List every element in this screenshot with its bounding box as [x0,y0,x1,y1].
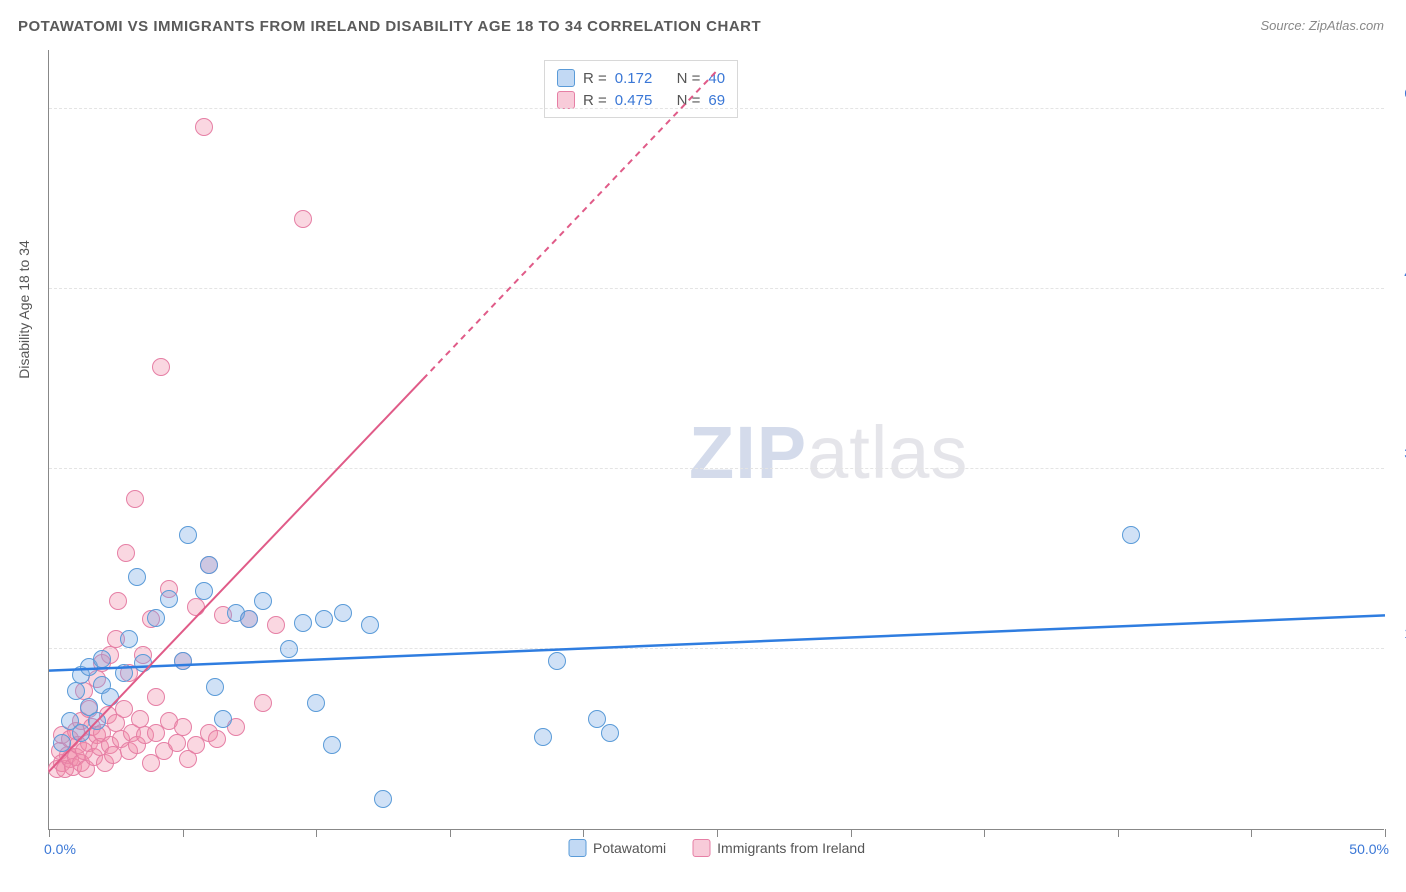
y-axis-title: Disability Age 18 to 34 [16,240,32,379]
data-point [147,688,165,706]
gridline [49,468,1384,469]
data-point [548,652,566,670]
data-point [117,544,135,562]
x-tick [49,829,50,837]
data-point [315,610,333,628]
data-point [294,614,312,632]
x-tick [183,829,184,837]
data-point [601,724,619,742]
legend-swatch-series2 [692,839,710,857]
data-point [168,734,186,752]
data-point [323,736,341,754]
gridline [49,288,1384,289]
data-point [88,712,106,730]
data-point [374,790,392,808]
data-point [152,358,170,376]
data-point [206,678,224,696]
data-point [254,592,272,610]
data-point [254,694,272,712]
data-point [307,694,325,712]
correlation-chart: POTAWATOMI VS IMMIGRANTS FROM IRELAND DI… [0,0,1406,892]
data-point [294,210,312,228]
data-point [115,664,133,682]
swatch-series2 [557,91,575,109]
x-tick [1385,829,1386,837]
x-tick [851,829,852,837]
data-point [1122,526,1140,544]
data-point [200,556,218,574]
data-point [128,568,146,586]
x-tick [450,829,451,837]
data-point [267,616,285,634]
data-point [109,592,127,610]
data-point [195,118,213,136]
data-point [53,734,71,752]
watermark: ZIPatlas [689,410,968,495]
data-point [214,710,232,728]
data-point [72,724,90,742]
x-axis-min-label: 0.0% [44,841,76,857]
plot-area: ZIPatlas R = 0.172 N = 40 R = 0.475 N = … [48,50,1384,830]
stats-row-series1: R = 0.172 N = 40 [557,67,725,89]
data-point [179,526,197,544]
data-point [147,609,165,627]
data-point [134,654,152,672]
data-point [93,650,111,668]
legend: Potawatomi Immigrants from Ireland [568,839,865,857]
data-point [195,582,213,600]
swatch-series1 [557,69,575,87]
data-point [240,610,258,628]
data-point [131,710,149,728]
stats-box: R = 0.172 N = 40 R = 0.475 N = 69 [544,60,738,118]
data-point [534,728,552,746]
gridline [49,648,1384,649]
data-point [174,718,192,736]
legend-item-series1: Potawatomi [568,839,666,857]
x-tick [316,829,317,837]
x-tick [1118,829,1119,837]
data-point [361,616,379,634]
data-point [334,604,352,622]
data-point [67,682,85,700]
data-point [160,590,178,608]
x-tick [1251,829,1252,837]
source-label: Source: ZipAtlas.com [1260,18,1384,33]
data-point [588,710,606,728]
x-tick [984,829,985,837]
data-point [187,598,205,616]
legend-item-series2: Immigrants from Ireland [692,839,865,857]
x-axis-max-label: 50.0% [1349,841,1389,857]
data-point [120,630,138,648]
data-point [208,730,226,748]
data-point [115,700,133,718]
data-point [174,652,192,670]
data-point [280,640,298,658]
gridline [49,108,1384,109]
data-point [126,490,144,508]
x-tick [583,829,584,837]
chart-title: POTAWATOMI VS IMMIGRANTS FROM IRELAND DI… [18,18,761,35]
data-point [101,688,119,706]
x-tick [717,829,718,837]
legend-swatch-series1 [568,839,586,857]
